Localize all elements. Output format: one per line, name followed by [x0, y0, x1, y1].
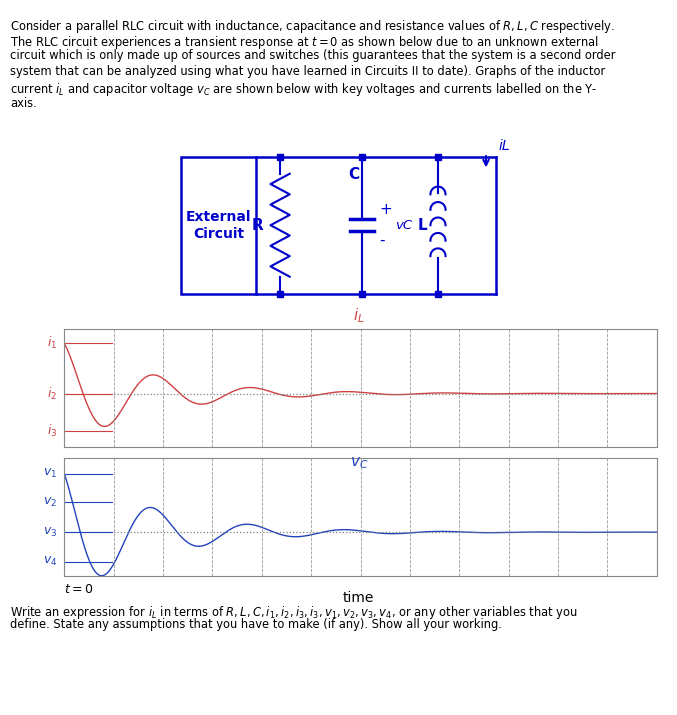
Text: +: +	[380, 202, 393, 217]
Text: -: -	[380, 233, 385, 248]
Text: axis.: axis.	[10, 97, 37, 109]
Text: External
Circuit: External Circuit	[185, 209, 251, 241]
Text: $v_1$: $v_1$	[43, 467, 57, 480]
Text: $v_3$: $v_3$	[43, 526, 57, 539]
Text: vC: vC	[395, 219, 412, 232]
Text: Write an expression for $i_L$ in terms of $R, L, C, i_1, i_2, i_3, i_3, v_1, v_2: Write an expression for $i_L$ in terms o…	[10, 604, 578, 621]
Text: C: C	[348, 167, 359, 182]
Text: define. State any assumptions that you have to make (if any). Show all your work: define. State any assumptions that you h…	[10, 618, 502, 631]
Text: $i_L$: $i_L$	[353, 307, 365, 325]
Text: R: R	[252, 218, 263, 232]
Text: system that can be analyzed using what you have learned in Circuits II to date).: system that can be analyzed using what y…	[10, 65, 605, 78]
Text: $t = 0$: $t = 0$	[64, 583, 93, 596]
Text: Consider a parallel RLC circuit with inductance, capacitance and resistance valu: Consider a parallel RLC circuit with ind…	[10, 18, 615, 35]
Text: $v_C$: $v_C$	[349, 455, 368, 471]
Text: iL: iL	[498, 139, 510, 153]
Text: $i_1$: $i_1$	[47, 335, 57, 352]
Text: $v_2$: $v_2$	[43, 495, 57, 509]
Text: current $i_L$ and capacitor voltage $v_C$ are shown below with key voltages and : current $i_L$ and capacitor voltage $v_C…	[10, 81, 598, 98]
Text: circuit which is only made up of sources and switches (this guarantees that the : circuit which is only made up of sources…	[10, 49, 615, 62]
Text: $v_4$: $v_4$	[43, 555, 57, 568]
Text: $i_2$: $i_2$	[47, 385, 57, 402]
Text: time: time	[343, 591, 374, 606]
Text: L: L	[418, 218, 427, 232]
Text: The RLC circuit experiences a transient response at $t = 0$ as shown below due t: The RLC circuit experiences a transient …	[10, 34, 599, 51]
Text: $i_3$: $i_3$	[47, 423, 57, 439]
